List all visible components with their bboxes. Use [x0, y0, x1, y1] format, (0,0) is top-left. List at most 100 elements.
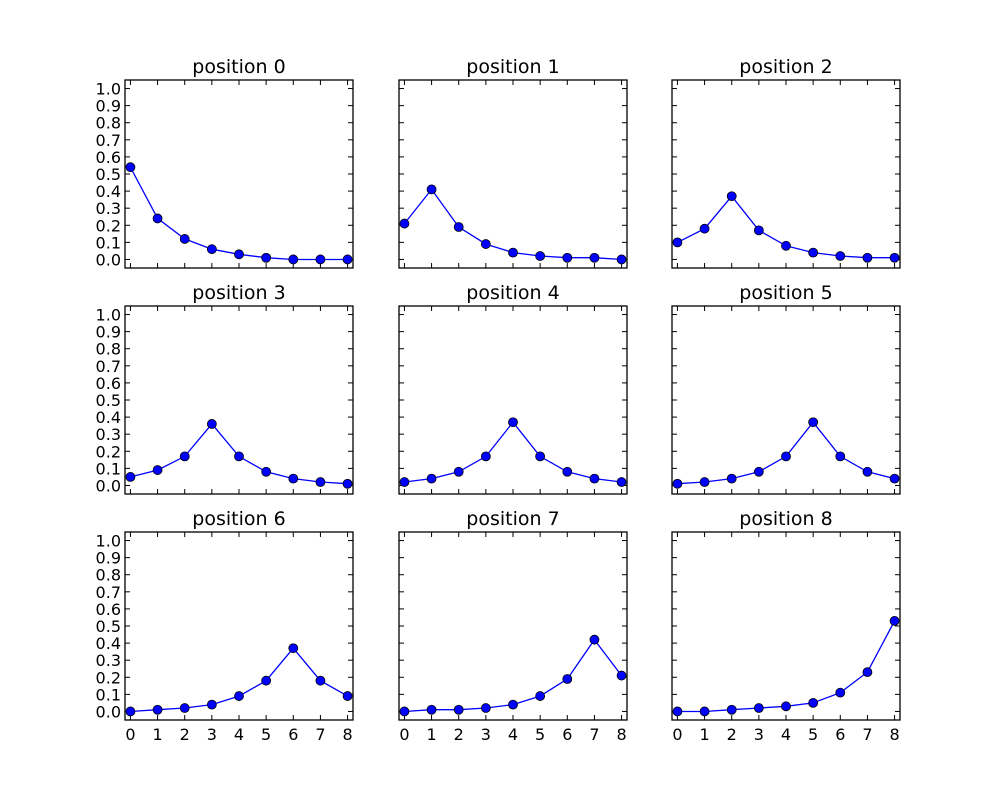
data-point	[616, 670, 627, 681]
y-tick-label: 0.5	[96, 165, 121, 184]
x-tick-label: 1	[699, 725, 709, 744]
x-tick-label: 5	[808, 725, 818, 744]
subplot-grid: position 00.00.10.20.30.40.50.60.70.80.9…	[96, 56, 901, 744]
y-tick-label: 0.5	[96, 617, 121, 636]
data-point	[288, 643, 299, 654]
data-point	[889, 252, 900, 263]
data-point	[835, 687, 846, 698]
data-point	[342, 254, 353, 265]
x-tick-label: 1	[426, 725, 436, 744]
data-point	[261, 466, 272, 477]
axes-frame	[124, 305, 354, 495]
data-point	[125, 162, 136, 173]
data-point	[535, 451, 546, 462]
data-point	[234, 691, 244, 701]
data-point	[152, 213, 163, 224]
data-point	[862, 667, 873, 678]
data-point	[399, 706, 410, 717]
data-point	[535, 251, 546, 261]
data-point	[699, 223, 710, 234]
x-tick-label: 6	[288, 725, 298, 744]
subplot-position-8: position 8 0 1 2 3 4 5 6 7 8	[671, 508, 901, 744]
data-point	[399, 218, 410, 229]
data-point	[125, 472, 136, 482]
data-point	[342, 478, 353, 489]
y-tick-label: 0.4	[96, 634, 121, 653]
data-point	[342, 691, 353, 701]
x-tick-label: 7	[862, 725, 872, 744]
x-tick-label: 3	[481, 725, 491, 744]
x-tick-label: 5	[535, 725, 545, 744]
x-tick-label: 4	[781, 725, 791, 744]
data-point	[616, 477, 627, 487]
y-tick-label: 0.7	[96, 583, 121, 602]
data-point	[699, 477, 710, 487]
data-point	[699, 706, 710, 717]
data-point	[562, 674, 573, 684]
data-point	[179, 703, 190, 713]
subplot-title: position 3	[192, 282, 285, 304]
data-point	[808, 247, 819, 258]
y-tick-label: 0.8	[96, 340, 121, 359]
y-tick-label: 0.2	[96, 668, 121, 687]
data-point	[808, 417, 819, 428]
data-point	[535, 691, 546, 701]
subplot-title: position 0	[192, 56, 285, 78]
subplot-position-3: position 3 0.00.10.20.30.40.50.60.70.80.9…	[96, 282, 354, 495]
subplot-position-7: position 7 0 1 2 3 4 5 6 7 8	[398, 508, 628, 744]
data-point	[862, 252, 873, 263]
data-point	[726, 473, 737, 484]
y-tick-label: 0.8	[96, 114, 121, 133]
y-tick-label: 0.3	[96, 651, 121, 670]
axes-frame	[671, 79, 901, 269]
data-point	[508, 417, 518, 428]
x-tick-label: 4	[234, 725, 244, 744]
data-point	[889, 473, 900, 484]
x-tick-label: 3	[754, 725, 764, 744]
y-tick-label: 0.1	[96, 685, 121, 704]
data-point	[234, 249, 244, 260]
data-point	[835, 251, 846, 261]
x-tick-label: 0	[672, 725, 682, 744]
data-point	[672, 478, 683, 489]
data-point	[206, 699, 217, 710]
data-point	[288, 473, 299, 484]
x-tick-label: 8	[616, 725, 626, 744]
data-point	[508, 247, 518, 258]
data-point	[835, 451, 846, 462]
subplot-position-5: position 5	[671, 282, 901, 495]
data-point	[589, 634, 600, 645]
data-point	[889, 615, 900, 626]
data-point	[562, 252, 573, 263]
x-tick-label: 2	[727, 725, 737, 744]
subplot-position-6: position 6 0.00.10.20.30.40.50.60.70.80.9…	[96, 508, 354, 744]
data-point	[726, 191, 737, 202]
y-tick-label: 0.4	[96, 408, 121, 427]
data-point	[426, 704, 437, 715]
x-tick-label: 0	[125, 725, 135, 744]
data-point	[753, 225, 764, 236]
subplot-position-0: position 0 0.00.10.20.30.40.50.60.70.80.9…	[96, 56, 354, 269]
axes-frame	[671, 531, 901, 721]
x-tick-label: 3	[207, 725, 217, 744]
subplot-title: position 8	[739, 508, 832, 530]
x-tick-label: 1	[152, 725, 162, 744]
y-tick-label: 0.5	[96, 391, 121, 410]
subplot-title: position 2	[739, 56, 832, 78]
data-point	[781, 701, 791, 712]
y-tick-label: 0.2	[96, 442, 121, 461]
data-point	[288, 254, 299, 265]
y-tick-label: 0.6	[96, 374, 121, 393]
data-point	[453, 222, 464, 232]
x-tick-label: 2	[454, 725, 464, 744]
data-point	[753, 466, 764, 477]
x-tick-label: 0	[399, 725, 409, 744]
data-point	[261, 675, 272, 686]
data-point	[562, 466, 573, 477]
y-tick-label: 0.6	[96, 600, 121, 619]
data-point	[315, 477, 326, 487]
axes-frame	[398, 305, 628, 495]
y-tick-label: 0.1	[96, 233, 121, 252]
